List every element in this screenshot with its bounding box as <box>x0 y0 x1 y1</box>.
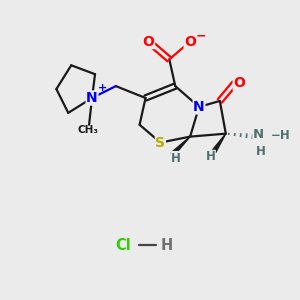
Text: S: S <box>155 136 165 150</box>
Text: CH₃: CH₃ <box>77 125 98 135</box>
Text: H: H <box>256 145 266 158</box>
Text: H: H <box>160 238 172 253</box>
Text: +: + <box>98 83 107 94</box>
Text: N: N <box>86 91 98 105</box>
Text: O: O <box>142 34 154 49</box>
Text: H: H <box>206 150 215 163</box>
Text: N: N <box>253 128 264 141</box>
Polygon shape <box>212 134 226 153</box>
Text: H: H <box>171 152 181 164</box>
Text: −H: −H <box>270 129 290 142</box>
Text: Cl: Cl <box>116 238 131 253</box>
Text: N: N <box>193 100 205 114</box>
Text: O: O <box>184 34 196 49</box>
Text: O: O <box>233 76 245 90</box>
Polygon shape <box>171 136 190 156</box>
Text: −: − <box>195 29 206 42</box>
